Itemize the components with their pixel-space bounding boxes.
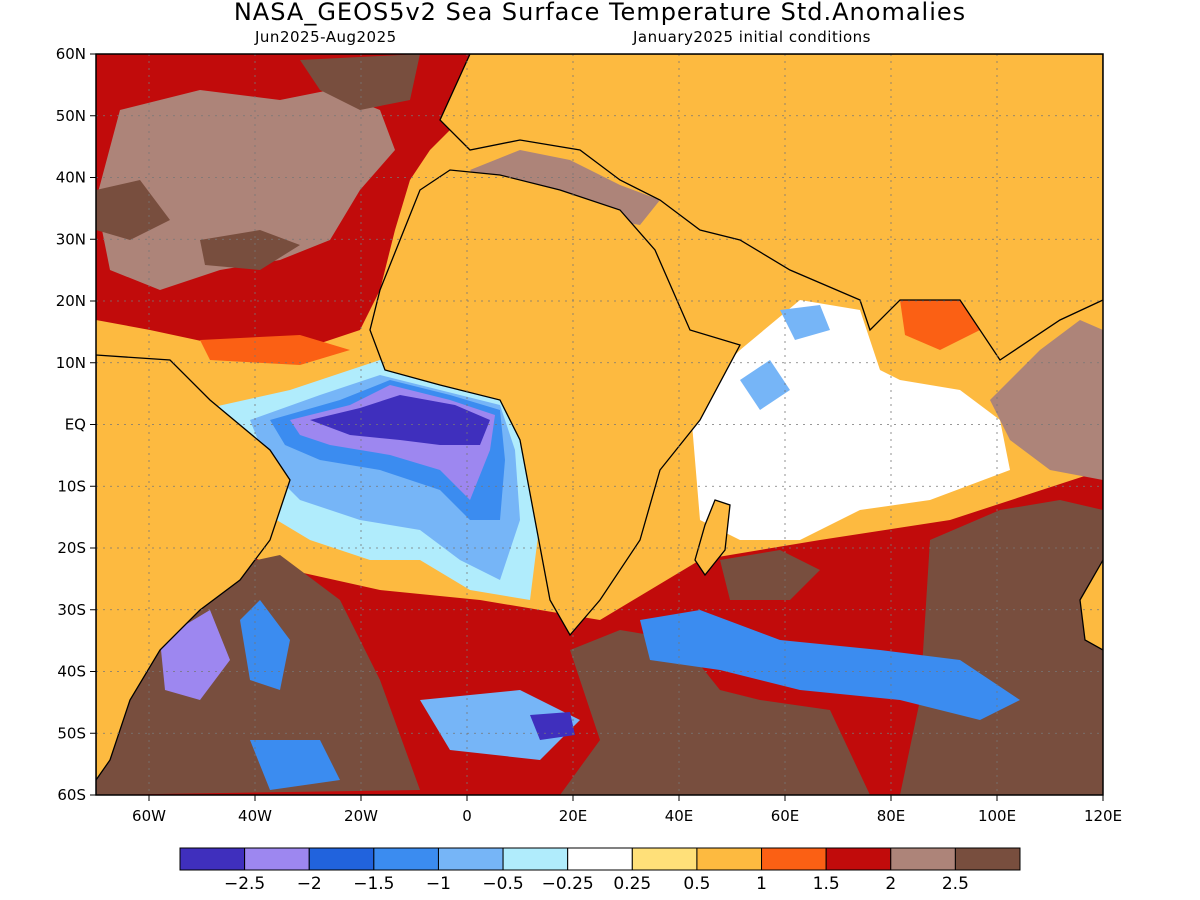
colorbar-label: 2.5 <box>942 874 969 894</box>
very-strong-warm-anomaly-region <box>990 320 1103 480</box>
colorbar-swatch <box>890 847 956 871</box>
colorbar-label: 0.5 <box>683 874 710 894</box>
colorbar-label: −2 <box>297 874 322 894</box>
lon-tick-label: 80E <box>877 807 906 825</box>
lat-tick-label: 40N <box>56 169 86 187</box>
chart-title: NASA_GEOS5v2 Sea Surface Temperature Std… <box>233 0 967 26</box>
cool-anomaly-region <box>740 360 790 410</box>
moderate-warm-anomaly-region <box>900 290 980 350</box>
colorbar-swatch <box>761 847 827 871</box>
lon-tick-label: 20W <box>344 807 378 825</box>
lon-tick-label: 40W <box>238 807 272 825</box>
colorbar-swatch <box>502 847 569 871</box>
initial-conditions: January2025 initial conditions <box>633 28 871 46</box>
colorbar-label: 1 <box>756 874 767 894</box>
lat-tick-label: 10S <box>57 477 86 495</box>
very-strong-warm-anomaly-region <box>720 550 820 600</box>
colorbar: −2.5 −2 −1.5 −1 −0.5 −0.25 0.25 0.5 1 1.5 2 2.5 <box>179 847 1021 894</box>
land-masses <box>96 54 1103 782</box>
lat-tick-label: 50S <box>57 724 86 742</box>
lat-tick-label: 10N <box>56 354 86 372</box>
lat-tick-label: 40S <box>57 663 86 681</box>
colorbar-swatch <box>373 847 439 871</box>
lon-tick-label: 20E <box>559 807 588 825</box>
colorbar-swatch <box>631 847 698 871</box>
cold-anomaly-region <box>530 712 575 740</box>
forecast-period: Jun2025-Aug2025 <box>255 28 397 46</box>
lon-tick-label: 120E <box>1084 807 1122 825</box>
moderate-warm-anomaly-region <box>200 335 350 365</box>
colorbar-label: −2.5 <box>224 874 265 894</box>
colorbar-swatch <box>696 847 763 871</box>
colorbar-swatch <box>567 847 633 871</box>
colorbar-swatch <box>244 847 310 871</box>
colorbar-label: −1 <box>426 874 451 894</box>
colorbar-swatch <box>308 847 375 871</box>
lat-tick-label: 20S <box>57 539 86 557</box>
longitude-axis: 60W 40W 20W 0 20E 40E 60E 80E 100E 120E <box>132 795 1122 825</box>
colorbar-label: −1.5 <box>353 874 394 894</box>
australia-landmass <box>1079 558 1103 651</box>
colorbar-swatch <box>179 847 246 871</box>
lon-tick-label: 100E <box>978 807 1016 825</box>
strong-warm-anomaly-region <box>96 90 395 290</box>
africa-landmass <box>369 169 741 637</box>
colorbar-label: 0.25 <box>613 874 651 894</box>
cool-anomaly-region <box>420 690 580 760</box>
strongest-cold-anomaly-region <box>310 395 490 445</box>
colorbar-swatch <box>437 847 504 871</box>
eurasia-landmass <box>439 54 1103 361</box>
lon-tick-label: 0 <box>462 807 472 825</box>
colorbar-label: 2 <box>885 874 896 894</box>
very-strong-warm-anomaly-region <box>560 630 870 795</box>
lon-tick-label: 60W <box>132 807 166 825</box>
south-america-landmass <box>96 354 291 782</box>
colorbar-swatch <box>954 847 1021 871</box>
very-strong-warm-anomaly-region <box>470 150 660 225</box>
lat-tick-label: 30S <box>57 601 86 619</box>
map-gridlines <box>96 54 1103 795</box>
lon-tick-label: 40E <box>665 807 694 825</box>
cool-anomaly-region <box>240 600 290 690</box>
cool-anomaly-region <box>250 740 340 790</box>
colorbar-swatch <box>825 847 892 871</box>
very-strong-warm-anomaly-region <box>300 54 420 110</box>
lat-tick-label: 50N <box>56 107 86 125</box>
cool-anomaly-region <box>780 305 830 340</box>
latitude-axis: 60N 50N 40N 30N 20N 10N EQ 10S 20S 30S 40S 50S 60S <box>56 45 96 804</box>
lat-tick-label: 20N <box>56 292 86 310</box>
lat-tick-label: EQ <box>65 416 86 434</box>
lat-tick-label: 30N <box>56 230 86 248</box>
very-strong-warm-anomaly-region <box>96 180 170 240</box>
lat-tick-label: 60N <box>56 45 86 63</box>
madagascar-landmass <box>694 499 731 577</box>
anomaly-fields <box>96 54 1103 795</box>
very-strong-warm-anomaly-region <box>900 500 1103 795</box>
very-strong-warm-anomaly-region <box>200 230 300 270</box>
lat-tick-label: 60S <box>57 786 86 804</box>
lon-tick-label: 60E <box>771 807 800 825</box>
colorbar-label: −0.5 <box>482 874 523 894</box>
cool-anomaly-region <box>640 610 1020 720</box>
colorbar-label: 1.5 <box>813 874 840 894</box>
colorbar-label: −0.25 <box>542 874 594 894</box>
